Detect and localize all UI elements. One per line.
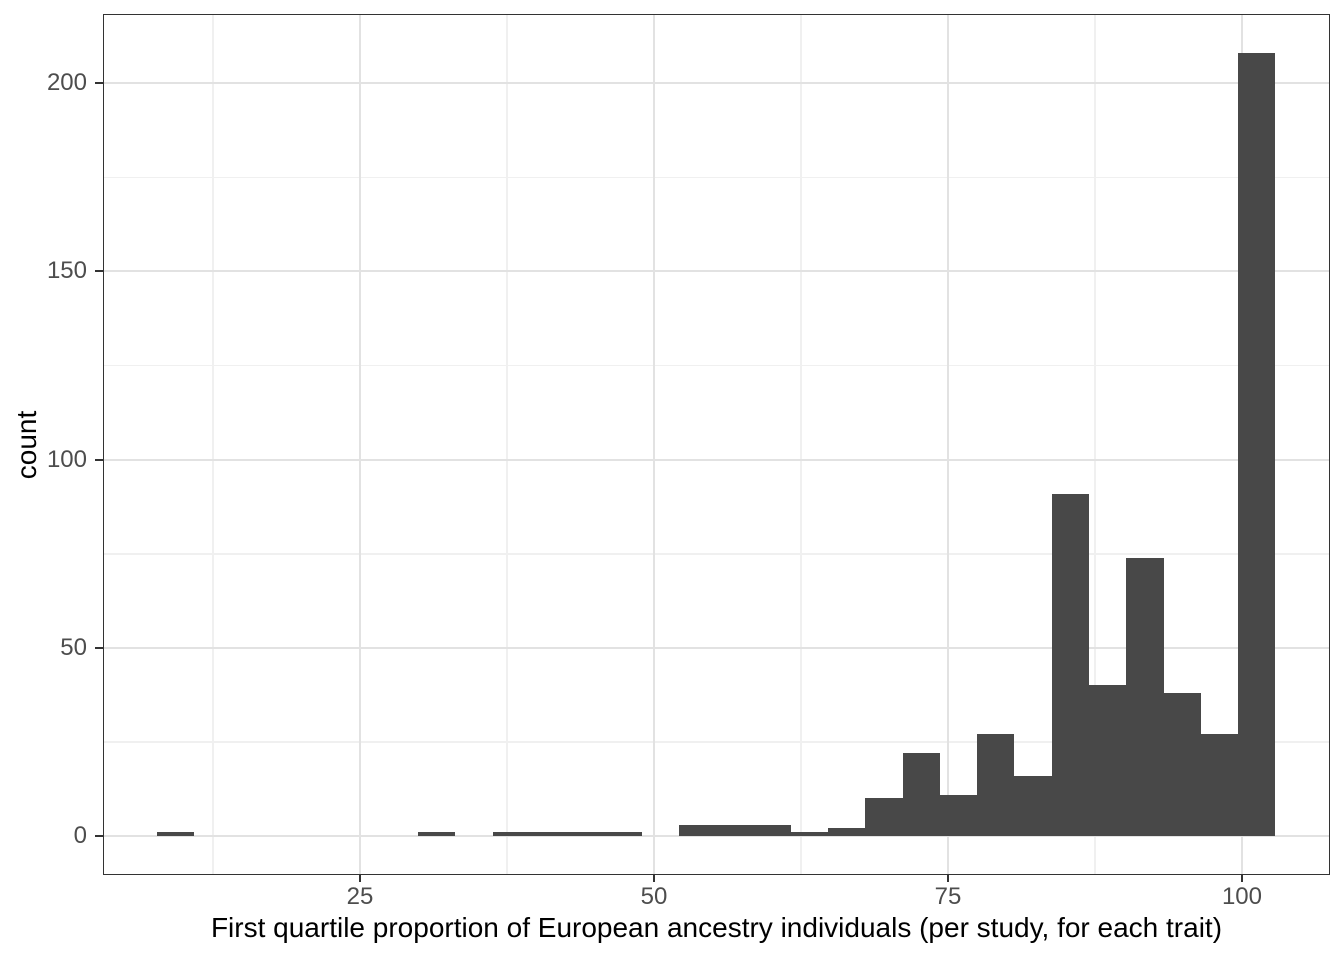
histogram-bar bbox=[157, 832, 195, 836]
gridline-major-vertical bbox=[358, 14, 361, 875]
histogram-bar bbox=[417, 832, 456, 836]
histogram-bar bbox=[753, 824, 791, 836]
y-tick-mark bbox=[95, 835, 103, 837]
y-tick-mark bbox=[95, 458, 103, 461]
x-tick-label: 75 bbox=[934, 883, 962, 910]
y-tick-label: 50 bbox=[60, 633, 87, 661]
x-tick-label: 25 bbox=[346, 883, 374, 910]
gridline-minor-horizontal bbox=[103, 176, 1330, 179]
histogram-bar bbox=[1200, 734, 1239, 836]
histogram-bar bbox=[1089, 685, 1127, 836]
gridline-minor-horizontal bbox=[103, 364, 1330, 367]
histogram-bar bbox=[902, 753, 940, 836]
y-axis-title: count bbox=[11, 410, 42, 480]
gridline-major-horizontal bbox=[103, 458, 1330, 461]
x-tick-mark bbox=[946, 875, 949, 882]
gridline-minor-vertical bbox=[800, 14, 802, 875]
plot-panel bbox=[103, 14, 1330, 875]
histogram-bar bbox=[678, 824, 717, 836]
x-tick-mark bbox=[1240, 875, 1243, 882]
x-tick-mark bbox=[652, 875, 655, 882]
gridline-major-horizontal bbox=[103, 82, 1330, 85]
x-tick-mark bbox=[358, 875, 361, 882]
y-tick-mark bbox=[95, 82, 103, 85]
histogram-bar bbox=[1163, 693, 1201, 836]
histogram-bar bbox=[828, 828, 866, 836]
histogram-bar bbox=[529, 832, 568, 836]
gridline-major-horizontal bbox=[103, 646, 1330, 649]
y-tick-label: 0 bbox=[73, 822, 87, 849]
histogram-bar bbox=[567, 832, 605, 836]
histogram-bar bbox=[1126, 557, 1164, 836]
histogram-bar bbox=[939, 794, 978, 836]
y-tick-label: 100 bbox=[46, 445, 87, 473]
histogram-bar bbox=[1238, 53, 1276, 836]
gridline-minor-vertical bbox=[506, 14, 508, 875]
x-tick-label: 50 bbox=[640, 883, 668, 910]
gridline-major-horizontal bbox=[103, 270, 1330, 273]
gridline-major-vertical bbox=[946, 14, 949, 875]
histogram-bar bbox=[716, 824, 754, 836]
histogram-bar bbox=[492, 832, 530, 836]
gridline-minor-vertical bbox=[212, 14, 214, 875]
histogram-bar bbox=[1014, 775, 1052, 836]
histogram-bar bbox=[977, 734, 1015, 836]
gridline-minor-horizontal bbox=[103, 553, 1330, 555]
gridline-major-vertical bbox=[652, 14, 655, 875]
x-axis-title: First quartile proportion of European an… bbox=[210, 912, 1223, 943]
gridline-minor-vertical bbox=[1094, 14, 1096, 875]
histogram-bar bbox=[1051, 493, 1089, 836]
histogram-bar bbox=[865, 798, 903, 836]
histogram-bar bbox=[790, 832, 829, 836]
y-tick-mark bbox=[95, 270, 103, 273]
x-tick-label: 100 bbox=[1221, 883, 1262, 910]
gridline-major-horizontal bbox=[103, 835, 1330, 837]
y-tick-label: 200 bbox=[46, 69, 87, 97]
y-tick-mark bbox=[95, 646, 103, 649]
gridline-minor-horizontal bbox=[103, 741, 1330, 743]
histogram-bar bbox=[604, 832, 642, 836]
y-tick-label: 150 bbox=[46, 257, 87, 285]
